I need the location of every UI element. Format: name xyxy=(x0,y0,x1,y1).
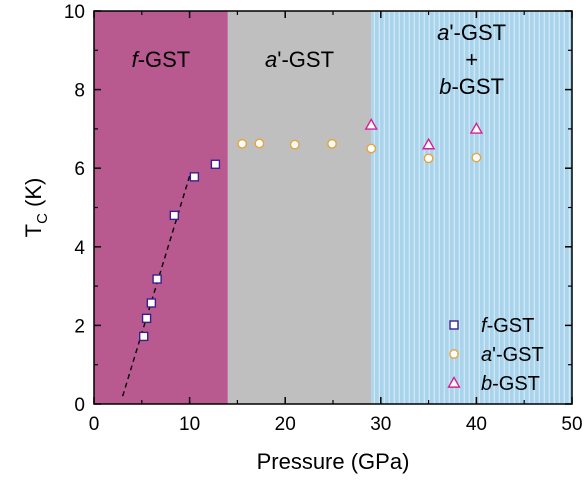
x-tick-label: 30 xyxy=(370,414,391,435)
data-points xyxy=(139,118,484,342)
region-0-label-line-0: f-GST xyxy=(132,47,191,72)
y-tick-label: 0 xyxy=(74,395,85,416)
region-2-label-line-0-italic: a xyxy=(437,20,449,45)
region-2-label-line-2-italic: b xyxy=(439,74,451,99)
legend-label-0-rest: -GST xyxy=(487,315,535,337)
series-0-point-1 xyxy=(141,313,152,324)
x-tick-label: 10 xyxy=(179,414,200,435)
series-0-point-0 xyxy=(139,331,149,342)
x-axis-title: Pressure (GPa) xyxy=(257,449,410,474)
legend-label-0: f-GST xyxy=(481,315,534,337)
legend-label-0-italic: f xyxy=(481,315,489,337)
legend-label-2-rest: -GST xyxy=(492,373,540,395)
axes: 0 10 20 30 40 50 0 2 4 6 8 10 xyxy=(64,2,583,435)
x-tick-label: 20 xyxy=(275,414,296,435)
y-tick-label: 8 xyxy=(74,81,85,102)
series-0-point-6 xyxy=(210,159,221,169)
series-1-point-1 xyxy=(254,138,265,149)
region-2-label-line-0-rest: '-GST xyxy=(449,20,506,45)
legend-label-1-rest: '-GST xyxy=(492,344,544,366)
y-axis-title-sub: C xyxy=(34,213,51,224)
y-tick-label: 4 xyxy=(74,238,85,259)
y-axis-title-main: T xyxy=(21,224,46,237)
y-axis-title: TC (K) xyxy=(21,178,51,238)
series-0-point-4 xyxy=(169,210,180,221)
y-tick-label: 6 xyxy=(74,159,85,180)
series-1-point-3 xyxy=(327,138,337,149)
region-1-label-line-0-rest: '-GST xyxy=(277,47,334,72)
series-2-point-0 xyxy=(364,118,378,130)
legend-marker-1 xyxy=(449,349,459,359)
region-1-label-line-0: a'-GST xyxy=(265,47,334,72)
series-1-point-6 xyxy=(471,152,482,163)
region-0-label-line-0-italic: f xyxy=(132,47,141,72)
series-0-point-2 xyxy=(146,298,157,308)
y-axis-title-unit: (K) xyxy=(21,178,46,213)
region-2-label-line-2: b-GST xyxy=(439,74,504,99)
phase-regions xyxy=(94,11,572,404)
y-tick-label: 10 xyxy=(64,2,85,23)
x-tick-label: 40 xyxy=(466,414,487,435)
region-1 xyxy=(227,11,372,404)
region-2-label-line-0: a'-GST xyxy=(437,20,506,45)
series-2-point-1 xyxy=(421,137,436,150)
series-1-point-4 xyxy=(366,143,377,154)
series-1-point-5 xyxy=(423,153,434,164)
region-2-label-line-1-rest: + xyxy=(465,47,478,72)
region-2-label-line-1: + xyxy=(465,47,478,72)
legend-marker-0 xyxy=(449,320,459,330)
series-2-point-2 xyxy=(469,121,484,134)
series-0-point-5 xyxy=(189,172,200,182)
series-1-point-0 xyxy=(237,138,248,149)
x-tick-label: 50 xyxy=(561,414,582,435)
x-tick-label: 0 xyxy=(89,414,100,435)
region-1-label-line-0-italic: a xyxy=(265,47,277,72)
region-0-label-line-0-rest: -GST xyxy=(138,47,191,72)
series-0-point-3 xyxy=(152,274,162,284)
legend-label-2: b-GST xyxy=(481,373,540,395)
region-2-label-line-2-rest: -GST xyxy=(451,74,504,99)
legend-label-1-italic: a xyxy=(481,344,492,366)
y-tick-label: 2 xyxy=(74,316,85,337)
region-0 xyxy=(94,11,228,404)
legend-marker-2 xyxy=(447,376,461,388)
legend-label-1: a'-GST xyxy=(481,344,544,366)
legend-label-2-italic: b xyxy=(481,373,492,395)
series-1-point-2 xyxy=(289,139,300,150)
